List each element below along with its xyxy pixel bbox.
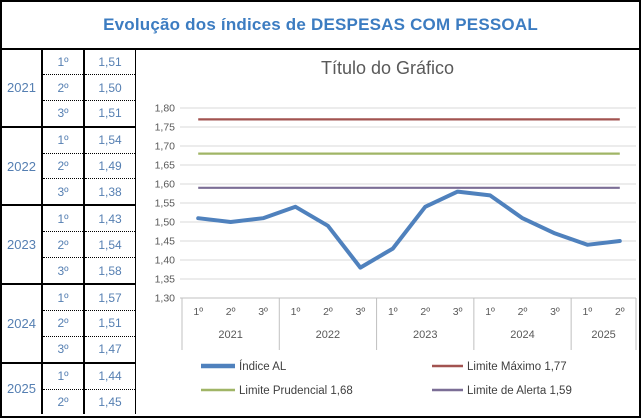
legend-item-limite-prudencial: Limite Prudencial 1,68 [201,385,353,397]
axis-label: 2024 [510,329,534,341]
year-cell: 2023 [2,204,43,285]
axis-label: 2025 [591,329,615,341]
quarter-cell: 1º [42,283,85,311]
legend-label: Índice AL [239,360,287,373]
axis-label: 2º [615,306,625,318]
legend-item-indice-al: Índice AL [201,360,287,373]
report-content: 2021 1º 1,51 2º 1,50 3º 1,51 2022 1º 1,54 2º 1,49 3º… [2,50,639,414]
quarter-cell: 3º [42,257,85,285]
axis-label: 1,80 [155,103,176,115]
axis-label: 1,55 [155,198,176,210]
chart-canvas: 1,80 1,75 1,70 1,65 1,60 1,55 1,50 1,45 1,40 1,35… [155,103,637,397]
value-cell: 1,51 [84,50,137,75]
quarter-cell: 2º [42,74,85,101]
x-axis: 1º 2º 3º 2021 1º 2º 3º 2022 1º 2º 3º 2023 1º 2º 3º 2024… [180,297,637,350]
year-cell: 2021 [2,50,43,127]
table-row: 3º 1,58 [2,257,137,285]
table-row: 2º 1,49 [2,152,137,179]
legend-item-limite-de-alerta: Limite de Alerta 1,59 [432,385,572,397]
table-row: 2º 1,45 [2,388,137,414]
table-row: 3º 1,47 [2,335,137,363]
axis-label: 1º [388,306,398,318]
quarter-cell: 1º [42,204,85,232]
table-row: 2º 1,54 [2,231,137,258]
axis-label: 3º [356,306,366,318]
quarter-cell: 2º [42,231,85,258]
indices-table: 2021 1º 1,51 2º 1,50 3º 1,51 2022 1º 1,54 2º 1,49 3º… [2,50,137,414]
gridlines [180,107,636,299]
axis-label: 2º [420,306,430,318]
value-cell: 1,43 [84,204,137,232]
chart: Título do Gráfico 1,80 1,75 1,70 1,65 1,60 1,… [136,50,639,414]
value-cell: 1,44 [84,361,137,390]
indice-al-line [196,189,622,270]
axis-label: 1,45 [155,236,176,248]
legend-label: Limite Prudencial 1,68 [239,385,353,397]
axis-label: 2º [323,306,333,318]
indices-table-wrap: 2021 1º 1,51 2º 1,50 3º 1,51 2022 1º 1,54 2º 1,49 3º… [2,50,137,414]
axis-label: 1º [583,306,593,318]
axis-label: 1,65 [155,160,176,172]
quarter-cell: 3º [42,335,85,363]
table-row: 2022 1º 1,54 [2,125,137,206]
quarter-cell: 2º [42,388,85,414]
quarter-cell: 2º [42,310,85,337]
value-cell: 1,38 [84,178,137,206]
axis-label: 3º [550,306,560,318]
legend-item-limite-maximo: Limite Máximo 1,77 [432,361,567,373]
axis-label: 2022 [316,329,340,341]
axis-label: 1º [291,306,301,318]
y-axis-labels: 1,80 1,75 1,70 1,65 1,60 1,55 1,50 1,45 1,40 1,35… [155,103,176,305]
axis-label: 1º [485,306,495,318]
axis-label: 1,70 [155,141,176,153]
value-cell: 1,47 [84,335,137,363]
axis-label: 1,30 [155,293,176,305]
year-cell: 2022 [2,125,43,206]
axis-label: 2º [518,306,528,318]
page-title-bar: Evolução dos índices de DESPESAS COM PES… [2,2,639,50]
table-row: 2024 1º 1,57 [2,283,137,363]
value-cell: 1,54 [84,231,137,258]
table-row: 3º 1,38 [2,178,137,206]
axis-label: 2º [226,306,236,318]
axis-label: 2023 [413,329,437,341]
axis-label: 3º [258,306,268,318]
axis-label: 3º [453,306,463,318]
page-title: Evolução dos índices de DESPESAS COM PES… [103,15,538,34]
year-cell: 2024 [2,283,43,363]
value-cell: 1,50 [84,74,137,101]
year-cell: 2025 [2,361,43,414]
axis-label: 1º [193,306,203,318]
value-cell: 1,58 [84,257,137,285]
axis-label: 1,60 [155,179,176,191]
axis-label: 2021 [218,329,242,341]
axis-label: 1,35 [155,274,176,286]
chart-legend: Índice AL Limite Máximo 1,77 Limite Pruden… [201,360,572,397]
value-cell: 1,51 [84,99,137,127]
axis-label: 1,50 [155,217,176,229]
legend-label: Limite de Alerta 1,59 [467,385,572,397]
value-cell: 1,54 [84,125,137,154]
quarter-cell: 1º [42,125,85,154]
legend-label: Limite Máximo 1,77 [467,361,567,373]
value-cell: 1,45 [84,388,137,414]
table-row: 2021 1º 1,51 [2,50,137,127]
quarter-cell: 3º [42,178,85,206]
axis-label: 1,40 [155,255,176,267]
quarter-cell: 1º [42,361,85,390]
axis-label: 1,75 [155,122,176,134]
quarter-cell: 3º [42,99,85,127]
value-cell: 1,49 [84,152,137,179]
value-cell: 1,51 [84,310,137,337]
table-row: 2º 1,51 [2,310,137,337]
table-row: 2023 1º 1,43 [2,204,137,285]
table-row: 2025 1º 1,44 [2,361,137,414]
table-row: 3º 1,51 [2,99,137,127]
quarter-cell: 2º [42,152,85,179]
value-cell: 1,57 [84,283,137,311]
chart-title: Título do Gráfico [320,58,455,78]
table-row: 2º 1,50 [2,74,137,101]
quarter-cell: 1º [42,50,85,75]
